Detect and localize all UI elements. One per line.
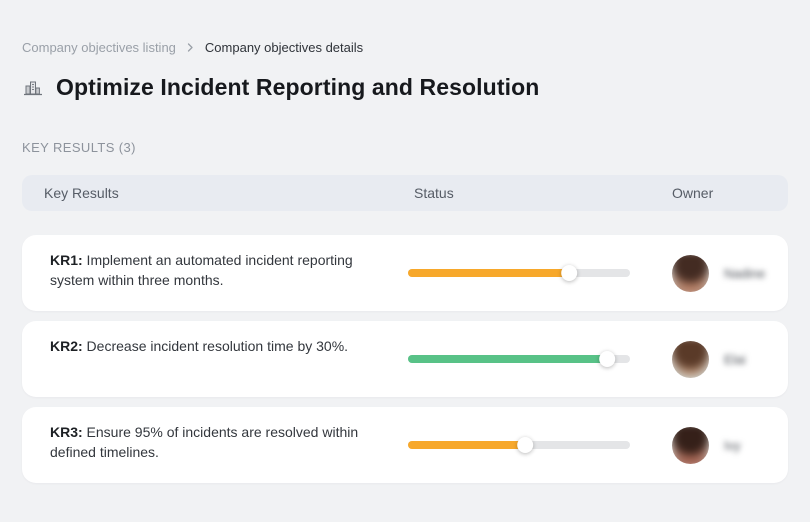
kr-description: Implement an automated incident reportin… [50, 252, 353, 288]
key-result-text: KR1: Implement an automated incident rep… [50, 235, 408, 290]
column-header-owner: Owner [672, 185, 714, 201]
progress-slider[interactable] [408, 437, 630, 453]
key-result-row-kr2[interactable]: KR2: Decrease incident resolution time b… [22, 321, 788, 397]
progress-fill [408, 355, 608, 363]
company-building-icon [22, 77, 44, 99]
progress-fill [408, 441, 526, 449]
key-results-table-header: Key Results Status Owner [22, 175, 788, 211]
objective-details-page: Company objectives listing Company objec… [22, 40, 788, 483]
key-results-list: KR1: Implement an automated incident rep… [22, 235, 788, 483]
column-header-status: Status [414, 185, 454, 201]
kr-label: KR1: [50, 252, 83, 268]
status-cell [408, 437, 672, 453]
status-cell [408, 351, 672, 367]
chevron-right-icon [186, 43, 195, 52]
owner-cell: Elai [672, 340, 788, 378]
progress-slider-thumb[interactable] [561, 265, 578, 281]
owner-cell: Nadine [672, 254, 788, 292]
owner-avatar [672, 426, 709, 464]
owner-avatar [672, 340, 709, 378]
progress-slider[interactable] [408, 265, 630, 281]
owner-cell: Ivy [672, 426, 788, 464]
kr-label: KR2: [50, 338, 83, 354]
column-header-key-results: Key Results [44, 185, 119, 201]
key-result-text: KR3: Ensure 95% of incidents are resolve… [50, 407, 408, 462]
owner-name: Elai [724, 351, 746, 367]
kr-label: KR3: [50, 424, 83, 440]
kr-description: Decrease incident resolution time by 30%… [82, 338, 349, 354]
owner-avatar [672, 254, 709, 292]
breadcrumb-details-current: Company objectives details [204, 40, 364, 55]
key-result-row-kr3[interactable]: KR3: Ensure 95% of incidents are resolve… [22, 407, 788, 483]
breadcrumb-listing-link[interactable]: Company objectives listing [22, 40, 176, 55]
key-result-row-kr1[interactable]: KR1: Implement an automated incident rep… [22, 235, 788, 311]
kr-description: Ensure 95% of incidents are resolved wit… [50, 424, 359, 460]
owner-name: Ivy [724, 437, 741, 453]
owner-name: Nadine [724, 265, 766, 281]
key-results-section-label: KEY RESULTS (3) [22, 140, 136, 155]
page-title-row: Optimize Incident Reporting and Resoluti… [22, 74, 788, 101]
breadcrumb: Company objectives listing Company objec… [22, 40, 788, 55]
page-title: Optimize Incident Reporting and Resoluti… [56, 74, 540, 100]
progress-slider-thumb[interactable] [516, 437, 533, 453]
progress-slider-thumb[interactable] [598, 351, 615, 367]
status-cell [408, 265, 672, 281]
progress-slider[interactable] [408, 351, 630, 367]
key-result-text: KR2: Decrease incident resolution time b… [50, 321, 408, 356]
progress-fill [408, 269, 571, 277]
